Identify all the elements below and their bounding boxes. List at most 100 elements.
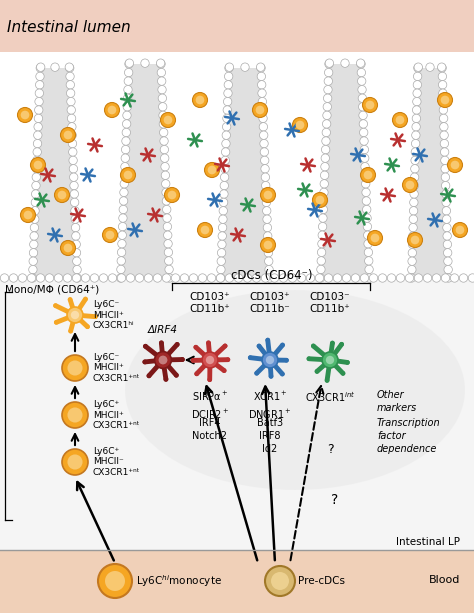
Circle shape (71, 198, 79, 207)
Circle shape (67, 408, 82, 422)
Circle shape (263, 223, 272, 232)
Circle shape (27, 274, 36, 282)
Circle shape (386, 193, 390, 197)
Circle shape (365, 101, 374, 109)
Circle shape (410, 198, 418, 207)
Circle shape (163, 223, 172, 231)
Circle shape (345, 360, 350, 365)
Circle shape (225, 274, 234, 282)
Circle shape (223, 97, 232, 106)
Circle shape (62, 355, 88, 381)
Circle shape (441, 181, 450, 190)
Circle shape (364, 240, 372, 248)
Circle shape (196, 96, 204, 104)
Circle shape (323, 111, 331, 120)
Circle shape (317, 265, 325, 273)
Circle shape (362, 180, 370, 188)
Circle shape (321, 154, 329, 162)
Circle shape (189, 274, 198, 282)
Circle shape (226, 357, 230, 362)
Circle shape (120, 167, 136, 183)
Circle shape (451, 161, 459, 169)
Circle shape (143, 344, 148, 349)
Circle shape (257, 64, 265, 72)
Circle shape (265, 274, 273, 282)
Circle shape (262, 190, 270, 198)
Circle shape (263, 215, 271, 223)
Circle shape (263, 207, 271, 215)
Circle shape (318, 240, 326, 248)
Circle shape (410, 207, 418, 215)
Circle shape (162, 188, 170, 197)
Circle shape (440, 123, 448, 131)
Circle shape (53, 233, 57, 237)
Circle shape (257, 72, 265, 80)
Circle shape (32, 173, 40, 181)
Circle shape (93, 314, 98, 319)
Circle shape (168, 191, 176, 199)
Circle shape (259, 123, 267, 131)
Circle shape (410, 165, 419, 173)
Circle shape (61, 240, 75, 256)
Circle shape (33, 148, 41, 156)
Circle shape (341, 371, 345, 376)
Circle shape (359, 111, 367, 120)
Circle shape (164, 377, 168, 382)
Circle shape (230, 116, 234, 120)
Circle shape (213, 198, 217, 202)
Text: CD103⁺
CD11b⁻: CD103⁺ CD11b⁻ (250, 292, 291, 314)
Circle shape (21, 111, 29, 120)
Circle shape (361, 167, 375, 183)
Circle shape (126, 274, 135, 282)
Circle shape (367, 230, 383, 245)
Circle shape (83, 297, 88, 302)
Circle shape (165, 265, 173, 273)
Circle shape (222, 368, 227, 373)
Circle shape (325, 60, 333, 68)
Circle shape (67, 114, 76, 123)
Circle shape (121, 145, 130, 154)
Circle shape (441, 96, 449, 104)
Circle shape (93, 143, 97, 147)
Text: XCR1$^+$
DNGR1$^+$: XCR1$^+$ DNGR1$^+$ (248, 390, 292, 421)
Circle shape (164, 188, 180, 202)
Circle shape (174, 373, 179, 378)
Circle shape (279, 274, 288, 282)
Circle shape (414, 63, 422, 71)
Circle shape (35, 97, 43, 106)
Circle shape (221, 165, 229, 173)
Circle shape (180, 274, 189, 282)
Circle shape (387, 274, 396, 282)
Circle shape (218, 240, 226, 249)
Circle shape (163, 205, 171, 214)
Circle shape (67, 360, 82, 376)
Circle shape (324, 77, 332, 85)
Circle shape (444, 249, 452, 257)
Circle shape (35, 89, 44, 97)
Circle shape (159, 120, 168, 128)
Circle shape (216, 274, 225, 282)
Circle shape (123, 102, 131, 111)
Circle shape (225, 64, 233, 72)
Circle shape (333, 274, 342, 282)
Circle shape (118, 214, 127, 223)
Circle shape (36, 274, 45, 282)
Circle shape (440, 131, 448, 139)
Circle shape (365, 257, 373, 265)
Circle shape (123, 94, 132, 102)
Circle shape (208, 378, 212, 382)
Circle shape (125, 59, 134, 67)
Circle shape (76, 213, 80, 217)
Circle shape (438, 72, 447, 80)
Circle shape (73, 249, 81, 257)
Circle shape (444, 265, 452, 274)
Circle shape (72, 223, 80, 232)
Circle shape (297, 274, 306, 282)
Circle shape (423, 274, 432, 282)
Circle shape (259, 114, 267, 123)
Text: Pre-cDCs: Pre-cDCs (298, 576, 345, 586)
Circle shape (324, 85, 332, 94)
Circle shape (262, 181, 270, 190)
Circle shape (412, 114, 420, 123)
Text: CD103⁺
CD11b⁺: CD103⁺ CD11b⁺ (190, 292, 230, 314)
